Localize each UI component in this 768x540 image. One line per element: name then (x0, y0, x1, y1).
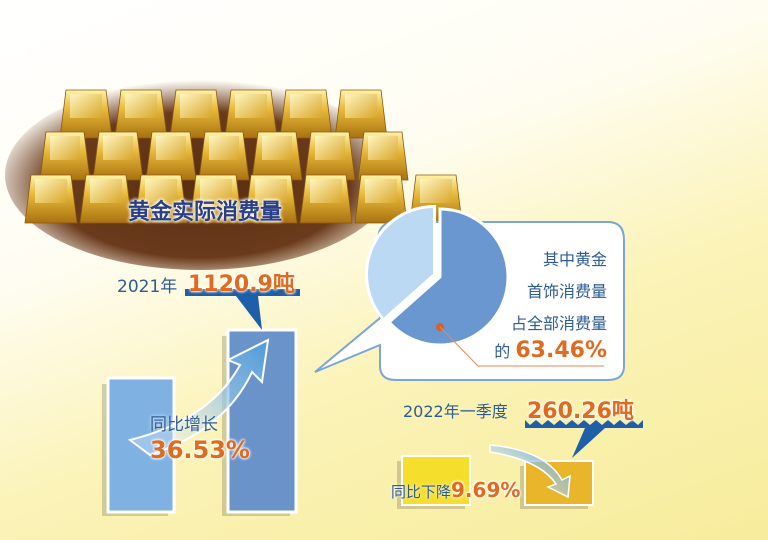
gold-bar-face (103, 136, 133, 160)
up-arrow-icon (127, 338, 270, 457)
gold-bar-face (235, 94, 267, 118)
bar-q1-2021 (401, 455, 471, 506)
pie-leader-line (439, 326, 604, 367)
quarter-value: 260.26吨 (527, 399, 634, 424)
change-label: 同比下降 (391, 483, 452, 501)
gold-bar-face (368, 136, 398, 160)
growth-label: 同比增长 (150, 415, 218, 435)
gold-bar-face (262, 136, 292, 160)
gold-bars-image (5, 80, 463, 270)
callout-pointer (236, 296, 262, 330)
pie-chart (365, 205, 510, 347)
pie-text-line3: 占全部消费量 (510, 314, 607, 333)
gold-bar-face (315, 136, 345, 160)
pie-text-line4: 的 63.46% (494, 338, 607, 363)
gold-bar-face (365, 179, 397, 203)
gold-bar-face (90, 179, 122, 203)
growth-value: 36.53% (150, 436, 250, 464)
down-arrow-icon (489, 444, 571, 499)
bar-q1-2022 (524, 460, 594, 506)
gold-bar-face (200, 179, 232, 203)
pie-slice (386, 207, 510, 347)
gold-bar-face (156, 136, 186, 160)
value-underline (185, 289, 300, 296)
gold-bar-face (180, 94, 212, 118)
gold-bar-face (420, 179, 452, 203)
pie-text-prefix: 的 (494, 342, 511, 361)
gold-bar-face (145, 179, 177, 203)
gold-bar-face (50, 136, 80, 160)
pie-share-value: 63.46% (515, 338, 607, 363)
quarter-label: 2022年一季度 (403, 402, 508, 421)
pie-text-line2: 首饰消费量 (526, 282, 607, 301)
gold-bar-face (345, 94, 377, 118)
pie-slice (365, 205, 437, 322)
gold-bar-face (70, 94, 102, 118)
year-label: 2021年 (117, 277, 178, 297)
gold-bar-face (209, 136, 239, 160)
gold-bar-face (125, 94, 157, 118)
gold-bar-face (255, 179, 287, 203)
pie-text-line1: 其中黄金 (542, 250, 607, 269)
change-value: 9.69% (451, 478, 521, 502)
quarter-change: 同比下降9.69% (391, 478, 520, 502)
infographic-title: 黄金实际消费量 (128, 200, 283, 225)
annual-value: 1120.9吨 (188, 272, 295, 297)
gold-bar-face (310, 179, 342, 203)
gold-bar-face (290, 94, 322, 118)
gold-bar-face (35, 179, 67, 203)
value-underline (525, 420, 643, 428)
callout-pointer (572, 428, 605, 458)
